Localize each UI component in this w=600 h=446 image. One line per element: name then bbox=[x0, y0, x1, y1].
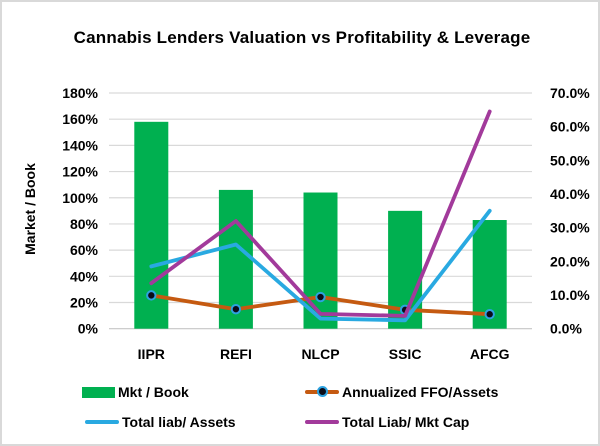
right-axis-tick: 0.0% bbox=[550, 321, 582, 337]
legend-label: Total liab/ Assets bbox=[122, 414, 236, 430]
line-total-liab-mkt-cap bbox=[149, 109, 492, 318]
legend-item-mkt-book: Mkt / Book bbox=[82, 382, 189, 402]
left-axis-tick: 140% bbox=[62, 137, 98, 153]
legend-label: Annualized FFO/Assets bbox=[342, 384, 499, 400]
marker-refi bbox=[230, 303, 242, 315]
left-axis-tick: 100% bbox=[62, 190, 98, 206]
legend-label: Mkt / Book bbox=[118, 384, 189, 400]
marker-afcg bbox=[484, 309, 495, 320]
x-axis-category: SSIC bbox=[389, 346, 422, 362]
legend-label: Total Liab/ Mkt Cap bbox=[342, 414, 470, 430]
left-axis-tick: 20% bbox=[70, 295, 99, 311]
legend-item-annualized-ffo-assets: Annualized FFO/Assets bbox=[305, 382, 498, 402]
legend-bar-swatch bbox=[82, 386, 115, 398]
right-axis-tick: 40.0% bbox=[550, 186, 590, 202]
marker-iipr bbox=[146, 290, 157, 301]
chart-plot: 0% 20% 40% 60% 80% 100% 120% 140% 160% 180% 0.0% 10… bbox=[62, 85, 590, 362]
left-axis-tick: 0% bbox=[78, 321, 99, 337]
right-axis-tick: 70.0% bbox=[550, 85, 590, 101]
left-axis-tick: 160% bbox=[62, 111, 98, 127]
legend-marker-dot bbox=[317, 386, 328, 397]
x-axis-category: IIPR bbox=[138, 346, 165, 362]
legend: Mkt / Book Annualized FFO/Assets Total lia… bbox=[2, 374, 598, 444]
x-axis-category: NLCP bbox=[301, 346, 339, 362]
right-axis-tick: 10.0% bbox=[550, 287, 590, 303]
chart-title: Cannabis Lenders Valuation vs Profitabil… bbox=[73, 28, 531, 47]
right-axis-tick: 30.0% bbox=[550, 220, 590, 236]
x-axis-category: REFI bbox=[220, 346, 252, 362]
left-axis-tick: 180% bbox=[62, 85, 98, 101]
right-axis-tick: 60.0% bbox=[550, 119, 590, 135]
right-axis-tick: 20.0% bbox=[550, 253, 590, 269]
left-axis-tick: 60% bbox=[70, 242, 99, 258]
legend-item-total-liab-assets: Total liab/ Assets bbox=[85, 412, 236, 432]
line-total-liab-assets bbox=[149, 208, 492, 323]
left-axis-tick: 80% bbox=[70, 216, 99, 232]
right-axis-tick: 50.0% bbox=[550, 152, 590, 168]
marker-nlcp bbox=[315, 291, 326, 303]
bar-nlcp bbox=[303, 192, 338, 329]
left-axis-tick: 40% bbox=[70, 268, 99, 284]
x-axis-category: AFCG bbox=[470, 346, 510, 362]
legend-line-swatch bbox=[85, 420, 119, 424]
legend-line-swatch bbox=[305, 420, 339, 424]
legend-line-swatch bbox=[305, 386, 339, 397]
left-axis-tick: 120% bbox=[62, 164, 98, 180]
legend-item-total-liab-mkt-cap: Total Liab/ Mkt Cap bbox=[305, 412, 469, 432]
